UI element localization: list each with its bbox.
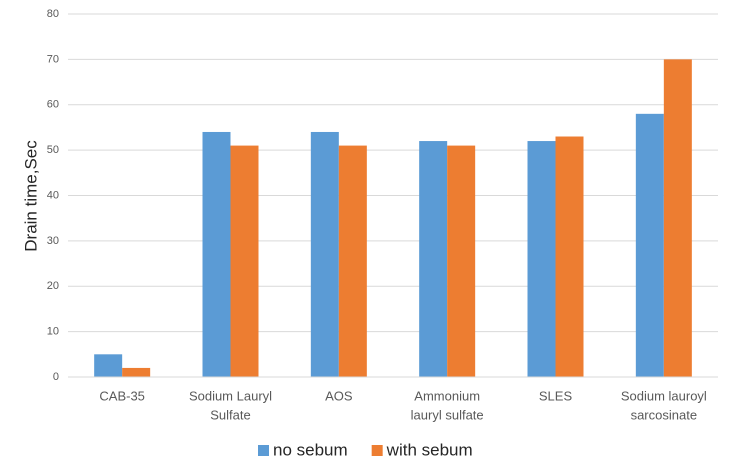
bar [230,145,259,377]
legend-label: with sebum [386,440,473,459]
x-tick-label: CAB-35 [99,388,145,403]
x-tick-label: Ammonium [414,388,480,403]
y-tick-label: 60 [47,99,59,111]
y-tick-label: 10 [47,326,59,338]
bar [310,131,339,377]
bar [447,145,476,377]
y-tick-label: 0 [53,371,59,383]
bar [419,141,448,377]
bar [122,367,151,377]
bar [527,141,556,377]
x-tick-label: SLES [539,388,573,403]
legend-swatch [258,445,269,456]
bar [663,59,692,377]
bar [202,131,231,377]
bar [94,354,123,377]
y-tick-label: 40 [47,189,59,201]
x-tick-label: Sodium Lauryl [189,388,272,403]
x-tick-label: AOS [325,388,353,403]
x-tick-label: Sulfate [210,407,250,422]
x-tick-label: sarcosinate [631,407,697,422]
legend-label: no sebum [273,440,348,459]
y-tick-label: 80 [47,8,59,20]
y-tick-label: 20 [47,280,59,292]
legend-swatch [371,445,383,456]
y-tick-label: 30 [47,235,59,247]
x-tick-label: Sodium lauroyl [621,388,707,403]
y-axis-label: Drain time,Sec [21,140,40,252]
bar [555,136,584,377]
bar [635,113,664,377]
bar [338,145,367,377]
x-tick-label: lauryl sulfate [411,407,484,422]
y-tick-label: 70 [47,53,59,65]
y-tick-label: 50 [47,144,59,156]
